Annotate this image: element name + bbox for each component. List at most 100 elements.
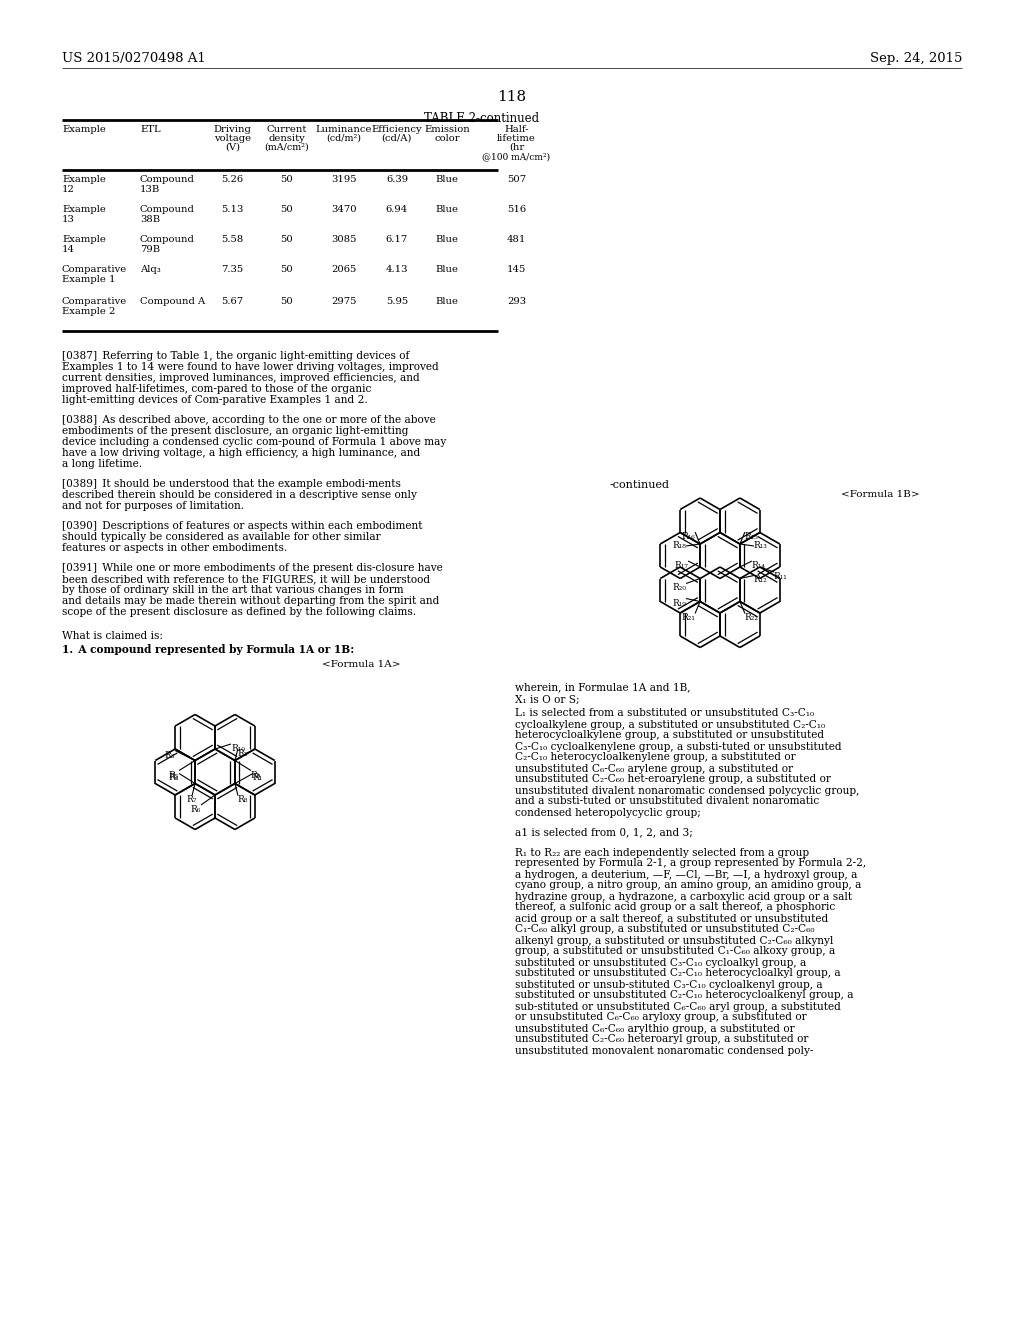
Text: 50: 50 xyxy=(281,265,293,275)
Text: C₃-C₁₀ cycloalkenylene group, a substi-tuted or unsubstituted: C₃-C₁₀ cycloalkenylene group, a substi-t… xyxy=(515,742,842,751)
Text: <Formula 1B>: <Formula 1B> xyxy=(842,490,920,499)
Text: sub-stituted or unsubstituted C₆-C₆₀ aryl group, a substituted: sub-stituted or unsubstituted C₆-C₆₀ ary… xyxy=(515,1002,841,1011)
Text: R₂: R₂ xyxy=(238,748,248,758)
Text: X₁ is O or S;: X₁ is O or S; xyxy=(515,694,580,705)
Text: a1 is selected from 0, 1, 2, and 3;: a1 is selected from 0, 1, 2, and 3; xyxy=(515,828,693,837)
Text: and details may be made therein without departing from the spirit and: and details may be made therein without … xyxy=(62,597,439,606)
Text: light-emitting devices of Com-parative Examples 1 and 2.: light-emitting devices of Com-parative E… xyxy=(62,395,368,405)
Text: features or aspects in other embodiments.: features or aspects in other embodiments… xyxy=(62,543,288,553)
Text: by those of ordinary skill in the art that various changes in form: by those of ordinary skill in the art th… xyxy=(62,585,403,595)
Text: C₂-C₁₀ heterocycloalkenylene group, a substituted or: C₂-C₁₀ heterocycloalkenylene group, a su… xyxy=(515,752,796,763)
Text: R₁₃: R₁₃ xyxy=(754,541,768,550)
Text: acid group or a salt thereof, a substituted or unsubstituted: acid group or a salt thereof, a substitu… xyxy=(515,913,828,924)
Text: R₇: R₇ xyxy=(187,796,198,804)
Text: 79B: 79B xyxy=(140,246,160,253)
Text: voltage: voltage xyxy=(214,135,251,143)
Text: [0388] As described above, according to the one or more of the above: [0388] As described above, according to … xyxy=(62,414,436,425)
Text: R₃: R₃ xyxy=(165,751,175,759)
Text: 507: 507 xyxy=(507,176,526,183)
Text: thereof, a sulfonic acid group or a salt thereof, a phosphoric: thereof, a sulfonic acid group or a salt… xyxy=(515,903,836,912)
Text: 50: 50 xyxy=(281,176,293,183)
Text: substituted or unsubstituted C₂-C₁₀ heterocycloalkyl group, a: substituted or unsubstituted C₂-C₁₀ hete… xyxy=(515,969,841,978)
Text: alkenyl group, a substituted or unsubstituted C₂-C₆₀ alkynyl: alkenyl group, a substituted or unsubsti… xyxy=(515,936,834,945)
Text: 50: 50 xyxy=(281,235,293,244)
Text: 13: 13 xyxy=(62,215,75,224)
Text: improved half-lifetimes, com-pared to those of the organic: improved half-lifetimes, com-pared to th… xyxy=(62,384,372,393)
Text: 50: 50 xyxy=(281,297,293,306)
Text: What is claimed is:: What is claimed is: xyxy=(62,631,163,642)
Text: Compound: Compound xyxy=(140,205,195,214)
Text: lifetime: lifetime xyxy=(497,135,536,143)
Text: and not for purposes of limitation.: and not for purposes of limitation. xyxy=(62,502,244,511)
Text: (cd/A): (cd/A) xyxy=(382,135,413,143)
Text: [0390] Descriptions of features or aspects within each embodiment: [0390] Descriptions of features or aspec… xyxy=(62,521,423,531)
Text: R₂₂: R₂₂ xyxy=(744,614,759,623)
Text: 5.58: 5.58 xyxy=(221,235,244,244)
Text: 14: 14 xyxy=(62,246,75,253)
Text: Blue: Blue xyxy=(435,205,459,214)
Text: and a substi-tuted or unsubstituted divalent nonaromatic: and a substi-tuted or unsubstituted diva… xyxy=(515,796,819,807)
Text: cycloalkylene group, a substituted or unsubstituted C₂-C₁₀: cycloalkylene group, a substituted or un… xyxy=(515,719,825,730)
Text: Example: Example xyxy=(62,205,105,214)
Text: 2065: 2065 xyxy=(332,265,356,275)
Text: 3085: 3085 xyxy=(331,235,356,244)
Text: Example: Example xyxy=(62,235,105,244)
Text: Compound A: Compound A xyxy=(140,297,205,306)
Text: R₈: R₈ xyxy=(238,796,248,804)
Text: 516: 516 xyxy=(507,205,526,214)
Text: unsubstituted divalent nonaromatic condensed polycyclic group,: unsubstituted divalent nonaromatic conde… xyxy=(515,785,859,796)
Text: 293: 293 xyxy=(507,297,526,306)
Text: (cd/m²): (cd/m²) xyxy=(327,135,361,143)
Text: R₁₈: R₁₈ xyxy=(672,541,686,550)
Text: 5.26: 5.26 xyxy=(221,176,244,183)
Text: (V): (V) xyxy=(225,143,240,152)
Text: unsubstituted C₂-C₆₀ heteroaryl group, a substituted or: unsubstituted C₂-C₆₀ heteroaryl group, a… xyxy=(515,1035,808,1044)
Text: R₁₄: R₁₄ xyxy=(752,561,766,570)
Text: Examples 1 to 14 were found to have lower driving voltages, improved: Examples 1 to 14 were found to have lowe… xyxy=(62,362,438,372)
Text: Blue: Blue xyxy=(435,235,459,244)
Text: device including a condensed cyclic com-pound of Formula 1 above may: device including a condensed cyclic com-… xyxy=(62,437,446,447)
Text: 4.13: 4.13 xyxy=(386,265,409,275)
Text: density: density xyxy=(268,135,305,143)
Text: R₁₀: R₁₀ xyxy=(231,744,245,752)
Text: R₁₁: R₁₁ xyxy=(774,572,787,581)
Text: 2975: 2975 xyxy=(331,297,356,306)
Text: Blue: Blue xyxy=(435,176,459,183)
Text: a hydrogen, a deuterium, —F, —Cl, —Br, —I, a hydroxyl group, a: a hydrogen, a deuterium, —F, —Cl, —Br, —… xyxy=(515,870,857,879)
Text: a long lifetime.: a long lifetime. xyxy=(62,459,142,469)
Text: hydrazine group, a hydrazone, a carboxylic acid group or a salt: hydrazine group, a hydrazone, a carboxyl… xyxy=(515,891,852,902)
Text: been described with reference to the FIGURES, it will be understood: been described with reference to the FIG… xyxy=(62,574,430,583)
Text: Example: Example xyxy=(62,176,105,183)
Text: 50: 50 xyxy=(281,205,293,214)
Text: R₁: R₁ xyxy=(253,774,263,783)
Text: Example 1: Example 1 xyxy=(62,275,116,284)
Text: (hr: (hr xyxy=(509,143,524,152)
Text: have a low driving voltage, a high efficiency, a high luminance, and: have a low driving voltage, a high effic… xyxy=(62,447,420,458)
Text: 38B: 38B xyxy=(140,215,160,224)
Text: R₁ to R₂₂ are each independently selected from a group: R₁ to R₂₂ are each independently selecte… xyxy=(515,847,809,858)
Text: 13B: 13B xyxy=(140,185,160,194)
Text: R₂₀: R₂₀ xyxy=(672,583,686,593)
Text: Driving: Driving xyxy=(214,125,252,135)
Text: R₅: R₅ xyxy=(169,771,179,780)
Text: heterocycloalkylene group, a substituted or unsubstituted: heterocycloalkylene group, a substituted… xyxy=(515,730,824,741)
Text: R₆: R₆ xyxy=(190,805,201,814)
Text: group, a substituted or unsubstituted C₁-C₆₀ alkoxy group, a: group, a substituted or unsubstituted C₁… xyxy=(515,946,836,957)
Text: unsubstituted C₆-C₆₀ arylthio group, a substituted or: unsubstituted C₆-C₆₀ arylthio group, a s… xyxy=(515,1023,795,1034)
Text: 12: 12 xyxy=(62,185,75,194)
Text: C₁-C₆₀ alkyl group, a substituted or unsubstituted C₂-C₆₀: C₁-C₆₀ alkyl group, a substituted or uns… xyxy=(515,924,814,935)
Text: cyano group, a nitro group, an amino group, an amidino group, a: cyano group, a nitro group, an amino gro… xyxy=(515,880,861,891)
Text: 118: 118 xyxy=(498,90,526,104)
Text: Compound: Compound xyxy=(140,176,195,183)
Text: color: color xyxy=(434,135,460,143)
Text: wherein, in Formulae 1A and 1B,: wherein, in Formulae 1A and 1B, xyxy=(515,682,690,693)
Text: [0391] While one or more embodiments of the present dis-closure have: [0391] While one or more embodiments of … xyxy=(62,564,442,573)
Text: Example: Example xyxy=(62,125,105,135)
Text: Sep. 24, 2015: Sep. 24, 2015 xyxy=(869,51,962,65)
Text: described therein should be considered in a descriptive sense only: described therein should be considered i… xyxy=(62,490,417,500)
Text: unsubstituted C₆-C₆₀ arylene group, a substituted or: unsubstituted C₆-C₆₀ arylene group, a su… xyxy=(515,763,793,774)
Text: Luminance: Luminance xyxy=(315,125,373,135)
Text: 3195: 3195 xyxy=(331,176,356,183)
Text: embodiments of the present disclosure, an organic light-emitting: embodiments of the present disclosure, a… xyxy=(62,426,409,436)
Text: TABLE 2-continued: TABLE 2-continued xyxy=(424,112,540,125)
